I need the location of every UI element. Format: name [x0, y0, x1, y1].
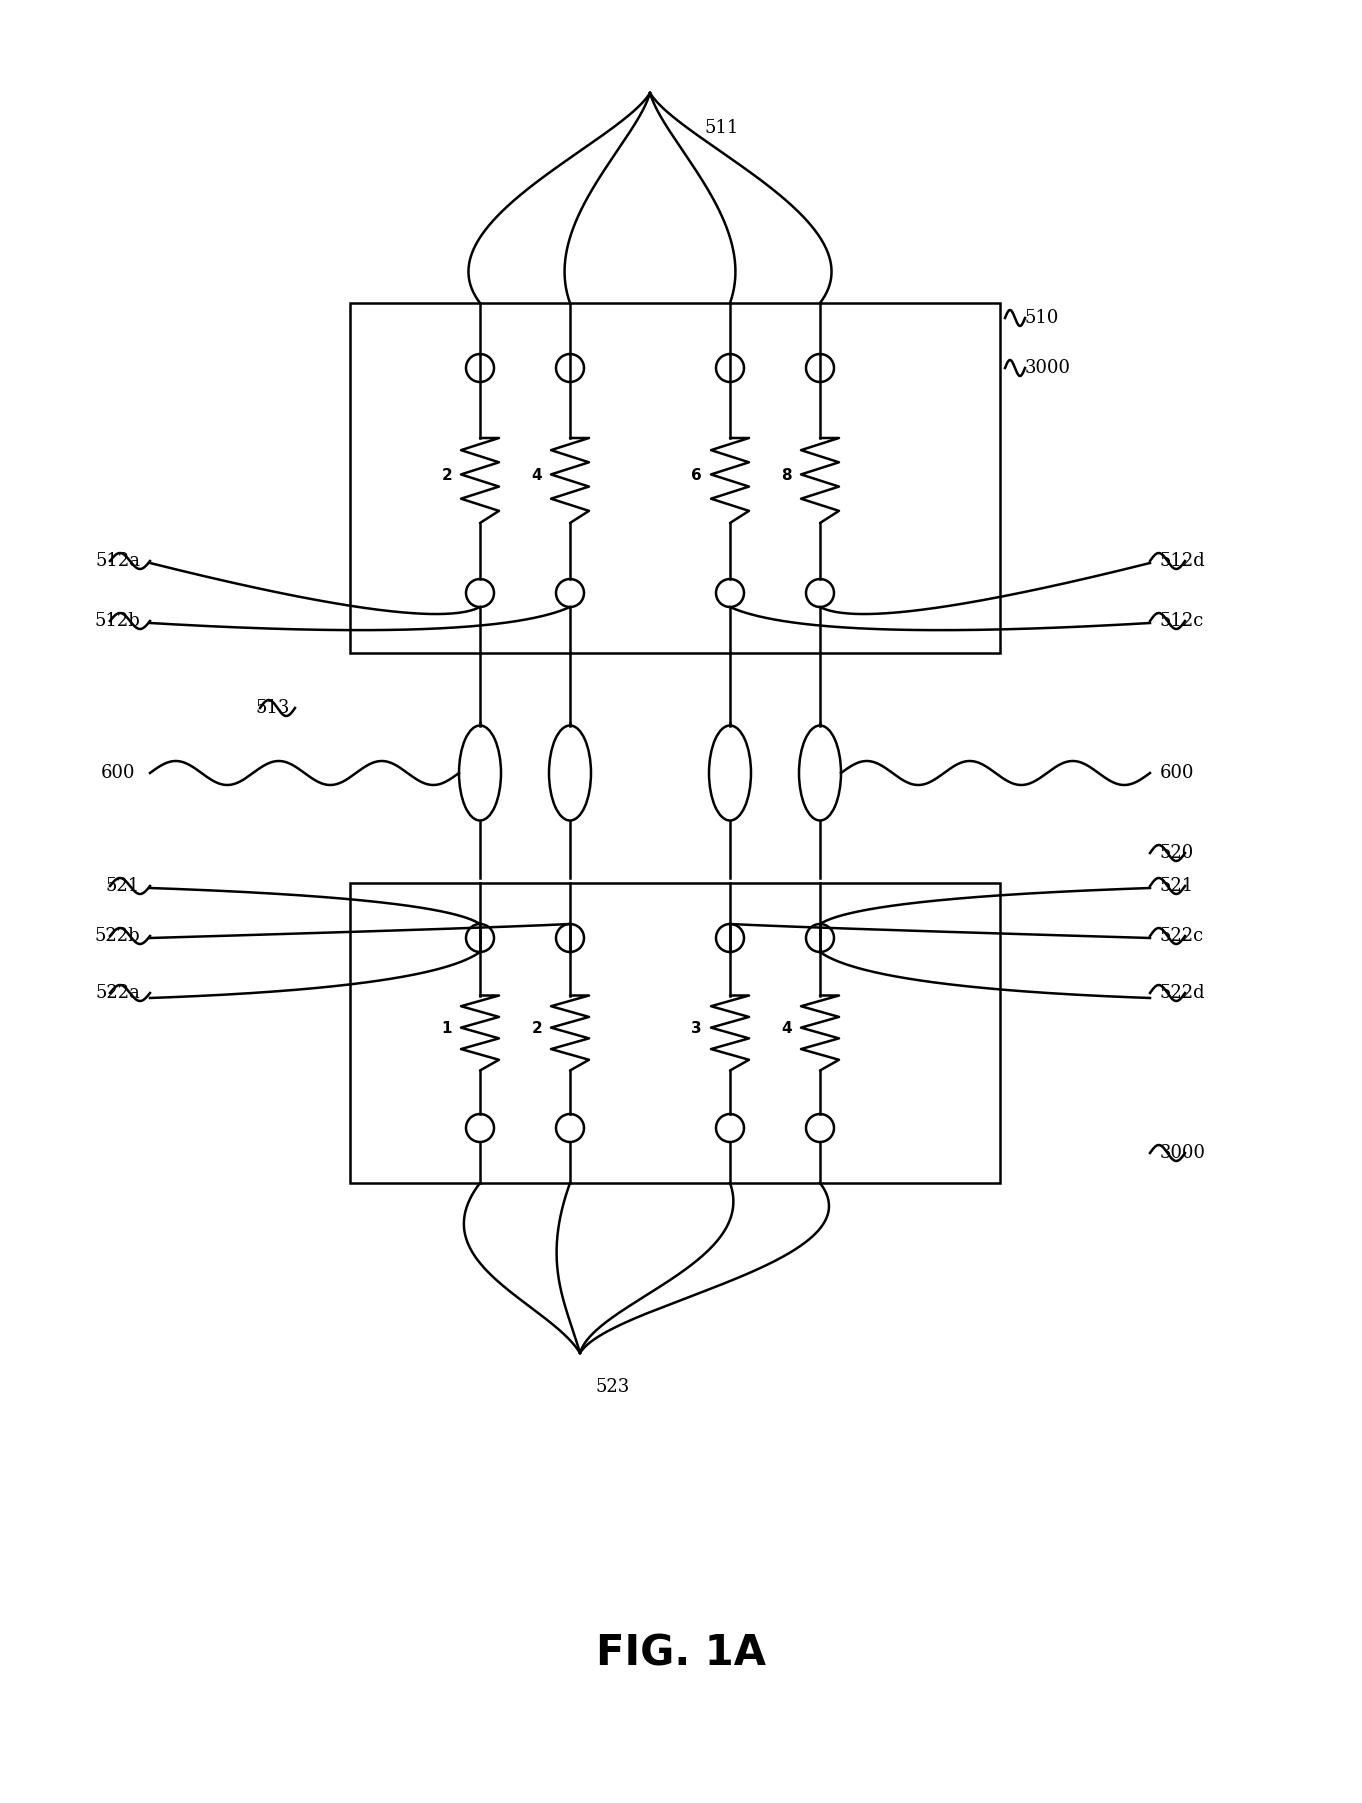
Text: 3000: 3000: [1026, 359, 1071, 377]
Text: 513: 513: [256, 700, 290, 718]
Text: 510: 510: [1026, 308, 1060, 326]
Text: 3: 3: [692, 1020, 701, 1035]
Text: FIG. 1A: FIG. 1A: [597, 1632, 765, 1673]
Text: 511: 511: [706, 119, 740, 137]
Text: 3000: 3000: [1160, 1143, 1205, 1161]
Text: 1: 1: [441, 1020, 452, 1035]
Text: 523: 523: [595, 1377, 629, 1396]
Text: 600: 600: [101, 764, 135, 783]
Text: 512a: 512a: [95, 552, 140, 570]
Text: 521: 521: [1160, 876, 1194, 894]
Text: 600: 600: [1160, 764, 1194, 783]
Text: 512c: 512c: [1160, 611, 1204, 629]
Text: 4: 4: [531, 469, 542, 483]
Text: 4: 4: [782, 1020, 791, 1035]
Bar: [350, 303, 1000, 653]
Text: 2: 2: [441, 469, 452, 483]
Text: 522c: 522c: [1160, 927, 1204, 945]
Text: 522d: 522d: [1160, 984, 1205, 1002]
Bar: [350, 883, 1000, 1183]
Text: 522b: 522b: [94, 927, 140, 945]
Text: 6: 6: [692, 469, 701, 483]
Text: 521: 521: [106, 876, 140, 894]
Text: 520: 520: [1160, 844, 1194, 862]
Text: 522a: 522a: [95, 984, 140, 1002]
Text: 512d: 512d: [1160, 552, 1205, 570]
Text: 8: 8: [782, 469, 791, 483]
Text: 2: 2: [531, 1020, 542, 1035]
Text: 512b: 512b: [94, 611, 140, 629]
